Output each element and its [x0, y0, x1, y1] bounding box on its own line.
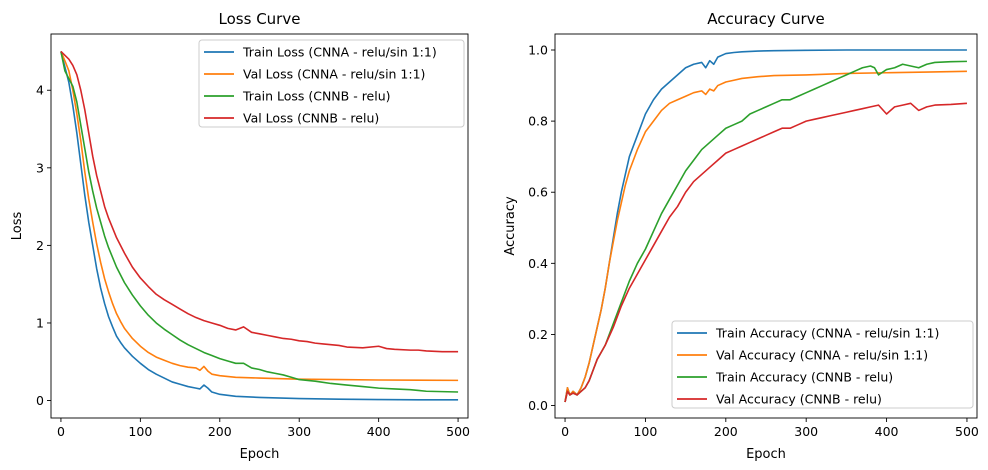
loss-chart-xlabel: Epoch: [240, 447, 280, 462]
loss-xtick-label: 200: [208, 424, 232, 439]
loss-legend-box: [198, 39, 465, 128]
accuracy-xtick-label: 300: [794, 424, 818, 439]
loss-chart-title: Loss Curve: [219, 10, 301, 28]
accuracy-series-line-3: [564, 102, 968, 403]
accuracy-ytick-label: 0.0: [528, 398, 548, 413]
loss-series-line-2: [60, 51, 459, 393]
accuracy-xtick-label: 400: [875, 424, 899, 439]
accuracy-xtick-label: 100: [633, 424, 657, 439]
accuracy-legend-label-0: Train Accuracy (CNNA - relu/sin 1:1): [715, 326, 939, 341]
loss-plot-frame: [50, 33, 469, 419]
loss-xtick-label: 100: [128, 424, 152, 439]
loss-chart-ylabel: Loss: [10, 212, 25, 241]
accuracy-chart-ylabel: Accuracy: [503, 196, 518, 256]
accuracy-legend-label-3: Val Accuracy (CNNB - relu): [716, 392, 882, 407]
accuracy-ytick-label: 0.4: [528, 256, 548, 271]
accuracy-xtick-label: 200: [714, 424, 738, 439]
accuracy-ytick-label: 0.8: [528, 114, 548, 129]
accuracy-series-group: [564, 49, 968, 403]
accuracy-legend-box: [671, 320, 974, 409]
loss-legend: Train Loss (CNNA - relu/sin 1:1) Val Loss…: [198, 39, 465, 128]
accuracy-ytick-label: 0.6: [528, 185, 548, 200]
accuracy-series-line-1: [564, 70, 967, 403]
loss-xtick-label: 300: [287, 424, 311, 439]
loss-ytick-label: 0: [36, 393, 44, 408]
accuracy-chart-xlabel: Epoch: [746, 447, 786, 462]
loss-legend-label-2: Train Loss (CNNB - relu): [242, 89, 391, 104]
loss-legend-label-1: Val Loss (CNNA - relu/sin 1:1): [243, 67, 425, 82]
loss-series-group: [60, 50, 459, 401]
accuracy-chart: Accuracy Curve Epoch Accuracy 0 100 200 300…: [503, 10, 979, 462]
accuracy-ytick-label: 1.0: [528, 43, 548, 58]
accuracy-xtick-label: 500: [955, 424, 979, 439]
loss-series-line-3: [60, 50, 459, 353]
loss-chart: Loss Curve Epoch Loss 0 100 200 300 400 500 0 1…: [10, 10, 470, 462]
loss-series-line-1: [60, 51, 459, 382]
loss-xtick-label: 500: [446, 424, 470, 439]
accuracy-legend-label-1: Val Accuracy (CNNA - relu/sin 1:1): [716, 348, 928, 363]
accuracy-legend-label-2: Train Accuracy (CNNB - relu): [715, 370, 893, 385]
loss-ytick-label: 3: [36, 160, 44, 175]
accuracy-plot-frame: [554, 33, 978, 419]
loss-ytick-label: 4: [36, 83, 44, 98]
loss-legend-label-0: Train Loss (CNNA - relu/sin 1:1): [242, 45, 437, 60]
loss-xtick-label: 400: [367, 424, 391, 439]
loss-series-line-0: [60, 51, 459, 401]
loss-legend-label-3: Val Loss (CNNB - relu): [243, 111, 379, 126]
loss-ytick-label: 2: [36, 238, 44, 253]
accuracy-legend: Train Accuracy (CNNA - relu/sin 1:1) Val …: [671, 320, 974, 409]
accuracy-xtick-label: 0: [561, 424, 569, 439]
loss-xtick-label: 0: [57, 424, 65, 439]
loss-ytick-label: 1: [36, 315, 44, 330]
accuracy-ytick-label: 0.2: [528, 327, 548, 342]
accuracy-chart-title: Accuracy Curve: [707, 10, 825, 28]
